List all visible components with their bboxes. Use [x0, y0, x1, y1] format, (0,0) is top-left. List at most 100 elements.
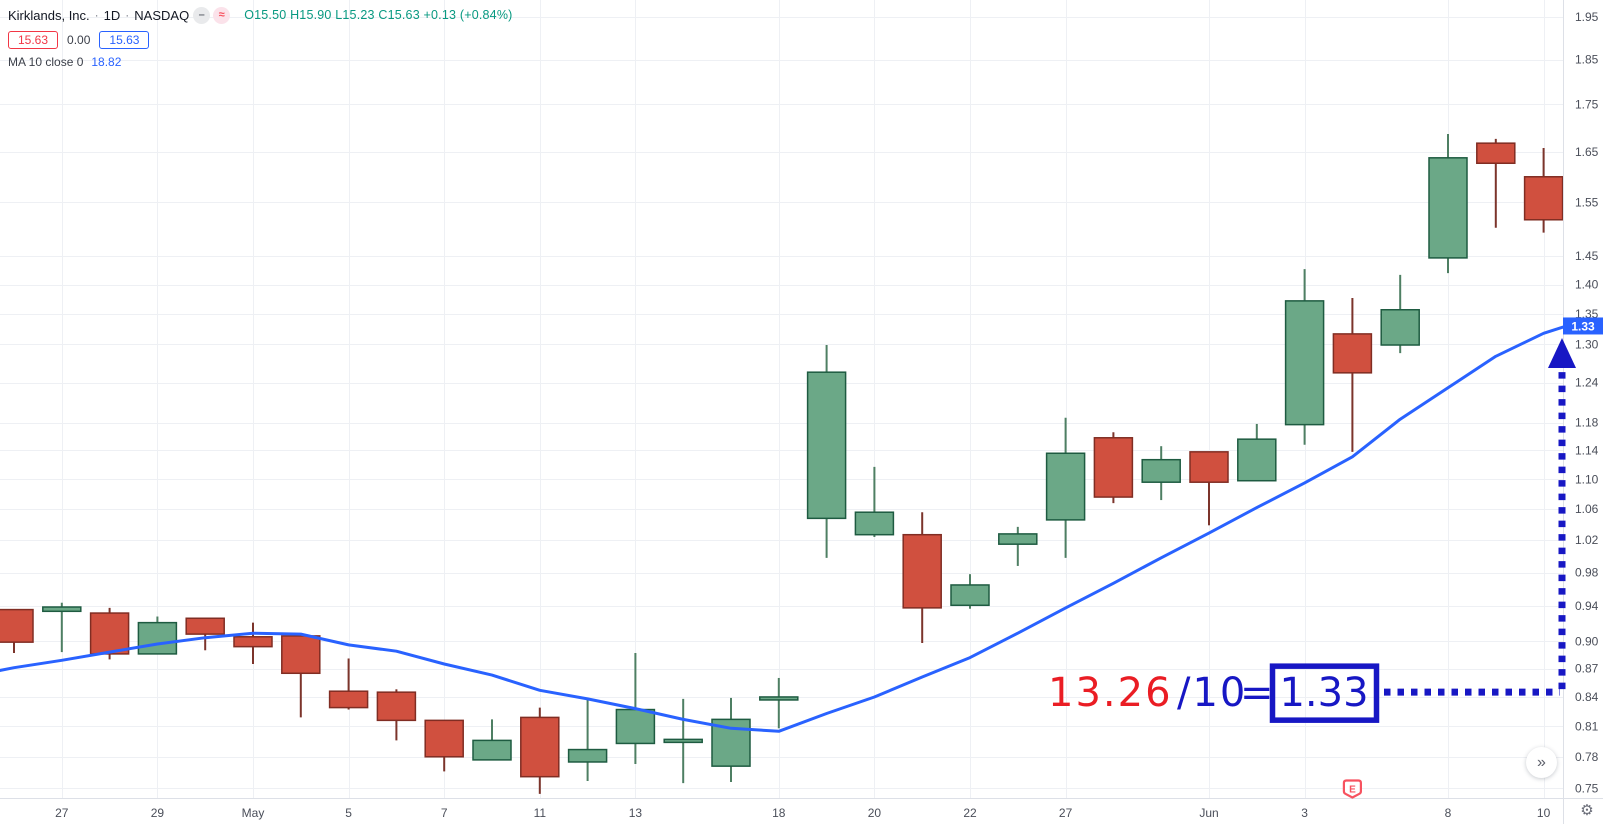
time-axis-label: 3 [1301, 806, 1308, 820]
spread-value: 0.00 [67, 33, 91, 47]
candle [806, 345, 847, 558]
candle [185, 617, 225, 651]
price-axis-label: 0.90 [1575, 634, 1599, 648]
price-axis-label: 1.65 [1575, 145, 1599, 159]
time-axis-label: 27 [1059, 806, 1073, 820]
time-axis-label: 18 [772, 806, 786, 820]
time-axis-label: May [242, 806, 265, 820]
price-axis-label: 1.55 [1575, 195, 1599, 209]
price-axis-label: 1.95 [1575, 10, 1599, 24]
earnings-marker[interactable]: E [1342, 779, 1362, 799]
separator-dot: · [94, 8, 99, 22]
axis-settings-gear-icon[interactable]: ⚙ [1575, 799, 1599, 821]
chart-legend: Kirklands, Inc. · 1D · NASDAQ – ≈ O15.50… [8, 6, 513, 70]
candle [1380, 274, 1420, 354]
price-axis-label: 0.98 [1575, 566, 1599, 580]
arrow-up-icon [1548, 338, 1576, 368]
candle [1189, 451, 1229, 526]
candle [1428, 134, 1468, 274]
time-axis-label: 29 [151, 806, 165, 820]
candle [1332, 297, 1373, 452]
price-axis-label: 1.40 [1575, 278, 1599, 292]
time-axis-label: 5 [345, 806, 352, 820]
price-axis[interactable]: 1.95 1.85 1.75 1.65 1.55 1.45 1.40 1.35 1.30 1.24… [1575, 10, 1599, 795]
candle [1523, 148, 1564, 233]
price-axis-label: 1.24 [1575, 376, 1599, 390]
time-axis-label: 13 [629, 806, 643, 820]
ma-price-tag: 1.33 [1563, 317, 1603, 335]
ohlc-values: O15.50 H15.90 L15.23 C15.63 +0.13 (+0.84… [244, 8, 513, 22]
price-axis-label: 1.85 [1575, 53, 1599, 67]
annotation-result-box [1269, 663, 1380, 723]
candle [1045, 417, 1086, 558]
price-axis-label: 0.75 [1575, 781, 1599, 795]
price-axis-label: 1.45 [1575, 249, 1599, 263]
price-axis-label: 0.84 [1575, 690, 1599, 704]
ma-price-tag-value: 1.33 [1571, 319, 1595, 333]
annotation-equals: = [1240, 670, 1274, 716]
price-axis-label: 1.14 [1575, 443, 1599, 457]
candle [663, 698, 703, 784]
price-axis-label: 0.81 [1575, 719, 1599, 733]
price-axis-label: 1.75 [1575, 97, 1599, 111]
price-axis-label: 1.35 [1575, 307, 1599, 321]
candle [1476, 138, 1516, 228]
candle [1141, 446, 1181, 501]
candle [854, 466, 895, 538]
candle [281, 635, 321, 718]
time-axis-label: 10 [1537, 806, 1551, 820]
time-axis-label: 8 [1445, 806, 1452, 820]
exchange-label: NASDAQ [134, 7, 190, 23]
quote-row: 15.63 0.00 15.63 [8, 31, 513, 49]
bid-price-box[interactable]: 15.63 [8, 31, 59, 49]
candle [711, 697, 751, 783]
candle [567, 698, 608, 781]
gridlines [0, 0, 1563, 798]
candle [328, 658, 369, 710]
candle [376, 689, 417, 741]
annotation-numerator: 13.26 [1048, 670, 1173, 716]
scroll-right-button[interactable]: » [1526, 747, 1557, 778]
time-axis[interactable]: 27 29 May 5 7 11 13 18 20 22 27 Jun 3 8 10 [55, 806, 1550, 820]
indicator-hidden-icon[interactable]: – [193, 6, 211, 24]
ma-indicator-value: 18.82 [91, 55, 122, 69]
candle [233, 622, 273, 664]
price-axis-label: 0.78 [1575, 750, 1599, 764]
earnings-letter: E [1349, 785, 1356, 796]
annotation-result: 1.33 [1279, 670, 1368, 716]
candle [1237, 423, 1277, 482]
ma10-line [0, 325, 1565, 733]
candle [424, 719, 464, 772]
separator-dot: · [125, 8, 130, 22]
chevron-double-right-icon: » [1537, 753, 1546, 771]
candle [89, 607, 130, 660]
time-axis-label: Jun [1199, 806, 1218, 820]
ma-indicator-label[interactable]: MA 10 close 0 [8, 55, 84, 69]
price-axis-label: 1.30 [1575, 337, 1599, 351]
price-axis-label: 0.87 [1575, 662, 1599, 676]
price-axis-label: 1.10 [1575, 472, 1599, 486]
symbol-row: Kirklands, Inc. · 1D · NASDAQ – ≈ O15.50… [8, 6, 513, 24]
candle [1093, 432, 1134, 504]
annotation-divisor: /10 [1177, 670, 1247, 716]
gear-icon: ⚙ [1580, 802, 1594, 819]
candle [1284, 269, 1325, 445]
price-axis-label: 1.06 [1575, 502, 1599, 516]
candle [42, 602, 82, 653]
time-axis-label: 7 [441, 806, 448, 820]
timeframe-label[interactable]: 1D [103, 7, 121, 23]
price-axis-label: 1.02 [1575, 533, 1599, 547]
time-axis-label: 20 [868, 806, 882, 820]
candles [0, 134, 1564, 794]
symbol-title[interactable]: Kirklands, Inc. [8, 7, 90, 23]
candle [759, 677, 799, 729]
approx-values-icon[interactable]: ≈ [213, 6, 231, 24]
price-annotation: 13.26/10= 1.33 [1048, 338, 1576, 723]
time-axis-label: 22 [963, 806, 977, 820]
candle [902, 512, 942, 644]
ask-price-box[interactable]: 15.63 [99, 31, 150, 49]
time-axis-label: 27 [55, 806, 69, 820]
candle [0, 608, 34, 654]
